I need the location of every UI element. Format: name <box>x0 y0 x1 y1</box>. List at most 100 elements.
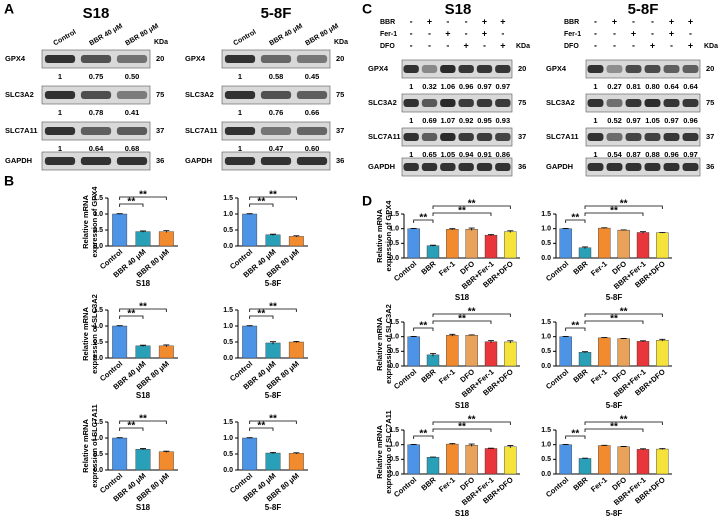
band <box>587 133 604 141</box>
error-bar <box>488 447 494 449</box>
band <box>682 133 699 141</box>
y-tick-label: 0.5 <box>93 451 103 458</box>
blot-title: S18 <box>83 5 110 22</box>
x-axis-label: S18 <box>136 279 151 288</box>
error-bar <box>562 335 569 337</box>
y-tick-label: 1.5 <box>223 195 233 202</box>
band <box>625 99 642 107</box>
error-bar <box>270 452 276 454</box>
y-axis-label: expression of SLC3A2 <box>90 294 99 374</box>
band <box>296 127 328 135</box>
band-quantification: 0.97 <box>496 82 511 91</box>
y-axis-label: Relative mRNA <box>375 425 384 479</box>
error-bar <box>507 340 514 344</box>
bar <box>598 227 611 259</box>
x-axis-label: S18 <box>455 509 470 518</box>
error-bar <box>449 443 456 445</box>
band-quantification: 0.78 <box>89 108 104 117</box>
error-bar <box>468 227 475 231</box>
y-tick-label: 0.5 <box>541 240 551 247</box>
band <box>440 65 456 73</box>
y-axis-label: Relative mRNA <box>81 195 90 249</box>
significance-label: ** <box>620 199 628 210</box>
error-bar <box>410 335 417 337</box>
y-tick-label: 1.5 <box>223 307 233 314</box>
treatment-sign: + <box>650 40 655 50</box>
band <box>663 65 680 73</box>
band <box>587 163 604 171</box>
significance-label: ** <box>127 421 135 432</box>
band-quantification: 0.92 <box>459 116 474 125</box>
treatment-sign: - <box>651 28 654 38</box>
y-tick-label: 1.0 <box>93 323 103 330</box>
significance-bracket <box>119 203 144 207</box>
kda-value: 37 <box>336 126 344 135</box>
panel-letter: B <box>4 173 14 189</box>
band <box>606 163 623 171</box>
kda-value: 75 <box>706 98 714 107</box>
significance-label: ** <box>458 206 466 217</box>
band-quantification: 0.27 <box>607 82 622 91</box>
treatment-sign: + <box>482 28 487 38</box>
significance-bracket <box>119 420 167 424</box>
y-tick-label: 0.0 <box>93 467 103 474</box>
blot-strip <box>585 157 701 177</box>
band <box>476 133 493 141</box>
error-bar <box>601 444 608 446</box>
x-tick-label: Control <box>392 475 418 499</box>
kda-value: 37 <box>706 132 714 141</box>
y-tick-label: 0.5 <box>389 240 399 247</box>
y-tick-label: 1.0 <box>541 334 551 341</box>
x-tick-label: Fer-1 <box>589 367 609 386</box>
band <box>606 65 623 73</box>
band-quantification: 0.64 <box>664 82 679 91</box>
treatment-sign: - <box>613 40 616 50</box>
treatment-sign: - <box>651 16 654 26</box>
y-tick-label: 0.0 <box>93 243 103 250</box>
error-bar <box>468 443 475 447</box>
band <box>663 133 680 141</box>
band <box>296 157 328 165</box>
band-quantification: 0.97 <box>626 116 641 125</box>
treatment-sign: - <box>632 40 635 50</box>
band-quantification: 1 <box>58 108 62 117</box>
error-bar <box>562 227 569 229</box>
band <box>458 99 474 107</box>
error-bar <box>293 452 300 454</box>
x-axis-label: 5-8F <box>606 401 623 410</box>
y-tick-label: 0.0 <box>541 363 551 370</box>
band-quantification: 0.69 <box>422 116 437 125</box>
band <box>476 163 493 171</box>
significance-bracket <box>249 315 274 319</box>
bar <box>446 229 459 259</box>
significance-bracket <box>432 313 511 317</box>
x-tick-label: BBR <box>419 475 438 493</box>
band <box>440 133 456 141</box>
band <box>625 163 642 171</box>
significance-bracket <box>249 203 274 207</box>
significance-label: ** <box>468 415 476 426</box>
y-tick-label: 0.5 <box>541 348 551 355</box>
significance-label: ** <box>127 309 135 320</box>
band-quantification: 0.95 <box>477 116 492 125</box>
significance-label: ** <box>610 422 618 433</box>
bar <box>504 446 517 475</box>
bar <box>158 231 174 247</box>
significance-label: ** <box>419 213 427 224</box>
treatment-sign: + <box>482 16 487 26</box>
band-quantification: 0.52 <box>607 116 622 125</box>
band <box>403 163 419 171</box>
treatment-sign: + <box>669 28 674 38</box>
significance-bracket <box>565 327 586 331</box>
significance-bracket <box>432 421 511 425</box>
x-axis-label: S18 <box>455 401 470 410</box>
blot-strip <box>401 93 513 113</box>
error-bar <box>659 448 666 450</box>
treatment-sign: - <box>594 28 597 38</box>
lane-label: BBR 40 μM <box>268 23 304 48</box>
error-bar <box>430 456 436 458</box>
bar <box>656 232 669 259</box>
panel-letter: C <box>362 1 372 17</box>
error-bar <box>601 227 608 229</box>
x-tick-label: Fer-1 <box>437 367 457 386</box>
